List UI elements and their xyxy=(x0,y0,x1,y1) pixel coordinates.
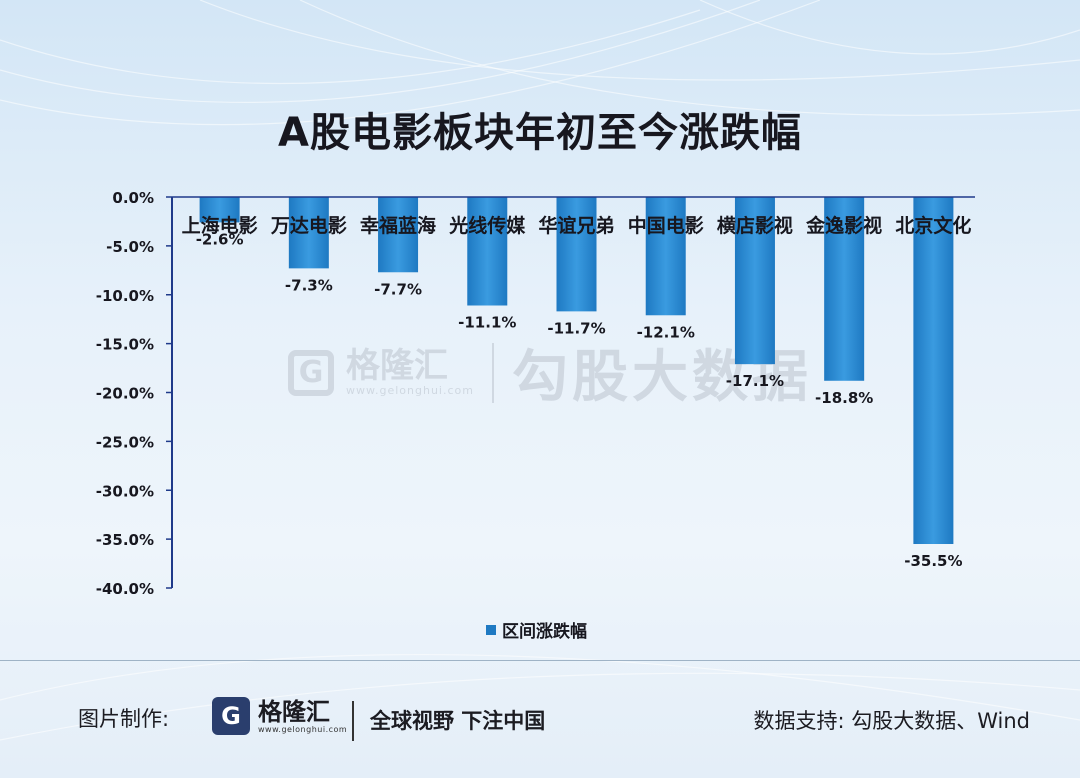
legend-swatch xyxy=(486,625,496,635)
category-label: 金逸影视 xyxy=(805,214,882,237)
category-label: 横店影视 xyxy=(717,214,793,237)
footer-separator xyxy=(352,701,354,741)
y-tick-label: -30.0% xyxy=(96,482,154,500)
logo-url: www.gelonghui.com xyxy=(258,724,348,734)
data-label: -35.5% xyxy=(904,552,962,570)
y-tick-label: -35.0% xyxy=(96,531,154,549)
y-tick-label: 0.0% xyxy=(112,189,154,207)
data-source: 数据支持: 勾股大数据、Wind xyxy=(753,709,1030,733)
y-tick-label: -40.0% xyxy=(96,580,154,598)
bar xyxy=(556,197,597,312)
legend-label: 区间涨跌幅 xyxy=(502,621,587,642)
bar xyxy=(288,197,329,269)
y-tick-label: -10.0% xyxy=(96,287,154,305)
data-label: -18.8% xyxy=(815,389,873,407)
logo-brand: 格隆汇 xyxy=(258,697,330,726)
data-label: -7.3% xyxy=(285,276,333,294)
gelonghui-logo[interactable]: G 格隆汇 www.gelonghui.com xyxy=(212,697,347,735)
footer-divider xyxy=(0,660,1080,661)
bar xyxy=(824,197,865,381)
y-tick-label: -15.0% xyxy=(96,336,154,354)
bar xyxy=(467,197,508,306)
bar xyxy=(645,197,686,316)
category-label: 上海电影 xyxy=(182,214,258,237)
chart-title: A股电影板块年初至今涨跌幅 xyxy=(278,110,802,156)
data-label: -11.1% xyxy=(458,314,516,332)
category-label: 幸福蓝海 xyxy=(360,214,436,237)
data-label: -7.7% xyxy=(374,280,422,298)
y-tick-label: -25.0% xyxy=(96,433,154,451)
category-label: 中国电影 xyxy=(628,214,704,237)
category-label: 万达电影 xyxy=(270,214,347,237)
category-label: 光线传媒 xyxy=(448,214,526,237)
bar xyxy=(378,197,419,273)
bar xyxy=(734,197,775,365)
data-label: -2.6% xyxy=(196,230,244,248)
bar xyxy=(913,197,954,545)
credit-label: 图片制作: xyxy=(78,707,170,731)
data-label: -11.7% xyxy=(547,319,605,337)
logo-icon: G xyxy=(212,697,250,735)
y-tick-label: -5.0% xyxy=(106,238,154,256)
footer: 图片制作: G 格隆汇 www.gelonghui.com 全球视野 下注中国 … xyxy=(0,661,1080,778)
y-tick-label: -20.0% xyxy=(96,385,154,403)
data-label: -12.1% xyxy=(637,323,695,341)
category-label: 华谊兄弟 xyxy=(538,214,614,237)
category-label: 北京文化 xyxy=(895,214,971,237)
bar-chart: 0.0% -5.0% -10.0% -15.0% -20.0% -25.0% -30.0% -… xyxy=(96,189,975,642)
bar xyxy=(199,197,240,223)
slogan: 全球视野 下注中国 xyxy=(370,709,546,733)
data-label: -17.1% xyxy=(726,372,784,390)
